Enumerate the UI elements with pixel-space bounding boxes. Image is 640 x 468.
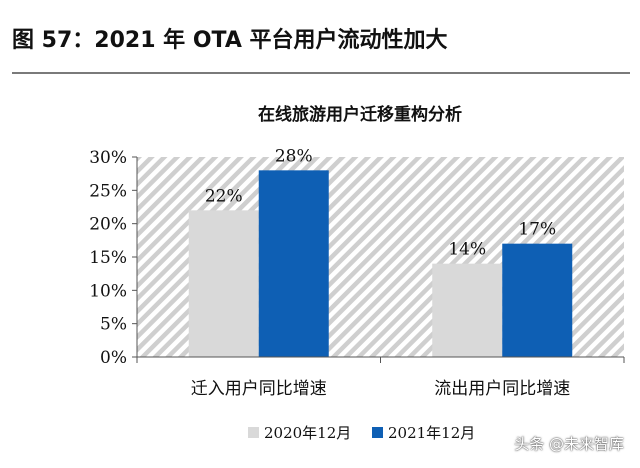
data-label: 22%: [205, 186, 243, 206]
legend: 2020年12月 2021年12月: [248, 424, 475, 442]
data-label: 17%: [518, 220, 556, 240]
bar: [432, 263, 503, 357]
y-tick-label: 0%: [100, 348, 127, 368]
bar: [188, 210, 259, 357]
x-axis: 迁入用户同比增速 流出用户同比增速: [136, 356, 625, 399]
data-label: 14%: [448, 240, 486, 260]
x-tick-label: 迁入用户同比增速: [191, 379, 327, 399]
y-tick-label: 25%: [89, 181, 127, 201]
data-label: 28%: [275, 146, 313, 166]
legend-swatch: [372, 427, 383, 438]
title-divider: [12, 72, 630, 74]
bar: [502, 243, 573, 357]
y-tick-label: 5%: [100, 315, 127, 335]
watermark: 头条 @未来智库: [514, 435, 624, 453]
figure-title: 图 57：2021 年 OTA 平台用户流动性加大: [12, 28, 448, 53]
y-tick-label: 20%: [89, 215, 127, 235]
y-tick-label: 15%: [89, 248, 127, 268]
x-tick-label: 流出用户同比增速: [434, 379, 570, 399]
legend-label: 2020年12月: [264, 424, 351, 442]
legend-label: 2021年12月: [388, 424, 475, 442]
chart-title: 在线旅游用户迁移重构分析: [258, 104, 462, 125]
legend-swatch: [248, 427, 259, 438]
y-tick-label: 30%: [89, 148, 127, 168]
y-tick-label: 10%: [89, 281, 127, 301]
y-axis: 0% 5% 10% 15% 20% 25% 30%: [89, 148, 138, 368]
bar: [258, 170, 329, 357]
bars: 22% 28% 14% 17%: [188, 146, 573, 357]
